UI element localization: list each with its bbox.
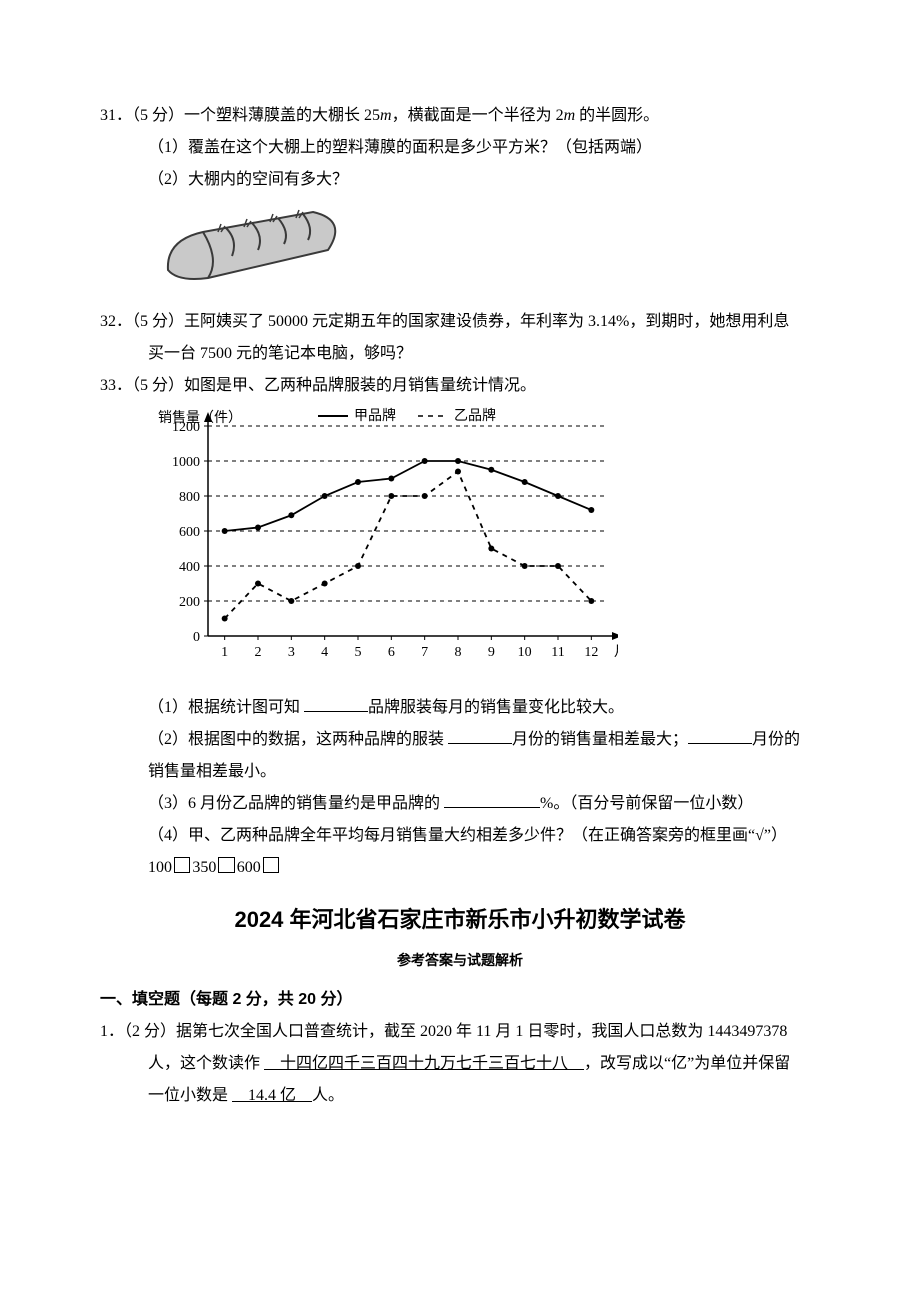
q33-s2a: （2）根据图中的数据，这两种品牌的服装 (148, 731, 448, 748)
svg-text:800: 800 (179, 490, 200, 505)
greenhouse-svg (148, 200, 348, 290)
q32-line2: 买一台 7500 元的笔记本电脑，够吗？ (100, 338, 820, 370)
svg-text:6: 6 (388, 645, 395, 660)
svg-text:1000: 1000 (172, 455, 200, 470)
unit-m: m (564, 107, 576, 124)
checkbox-350[interactable] (218, 857, 234, 873)
svg-text:1: 1 (221, 645, 228, 660)
q31-text-c: 的半圆形。 (575, 107, 659, 124)
blank-percent (444, 791, 540, 808)
svg-text:4: 4 (321, 645, 328, 660)
q33-s3a: （3）6 月份乙品牌的销售量约是甲品牌的 (148, 795, 444, 812)
svg-text:12: 12 (584, 645, 598, 660)
svg-text:1200: 1200 (172, 420, 200, 435)
svg-text:9: 9 (488, 645, 495, 660)
q33-s1: （1）根据统计图可知 品牌服装每月的销售量变化比较大。 (100, 692, 820, 724)
svg-text:11: 11 (551, 645, 564, 660)
blank-month-min (688, 727, 752, 744)
q1-l1: 1．（2 分）据第七次全国人口普查统计，截至 2020 年 11 月 1 日零时… (100, 1016, 820, 1048)
q31-line1: 31．（5 分）一个塑料薄膜盖的大棚长 25m，横截面是一个半径为 2m 的半圆… (100, 100, 820, 132)
svg-text:0: 0 (193, 630, 200, 645)
q33-s3b: %。（百分号前保留一位小数） (540, 795, 753, 812)
svg-text:销售量（件）: 销售量（件） (158, 410, 242, 426)
svg-text:7: 7 (421, 645, 428, 660)
q33-s3: （3）6 月份乙品牌的销售量约是甲品牌的 %。（百分号前保留一位小数） (100, 788, 820, 820)
line-chart-svg: 销售量（件）甲品牌乙品牌0200400600800100012001234567… (148, 406, 618, 676)
q33-s2-l1: （2）根据图中的数据，这两种品牌的服装 月份的销售量相差最大； 月份的 (100, 724, 820, 756)
checkbox-600[interactable] (263, 857, 279, 873)
q33-s4a: （4）甲、乙两种品牌全年平均每月销售量大约相差多少件？（在正确答案旁的框里画“√… (100, 820, 820, 852)
q1-ans2: 14.4 亿 (232, 1087, 312, 1104)
svg-text:2: 2 (255, 645, 262, 660)
svg-text:400: 400 (179, 560, 200, 575)
q31-text-a: 31．（5 分）一个塑料薄膜盖的大棚长 25 (100, 107, 380, 124)
q33-s1b: 品牌服装每月的销售量变化比较大。 (368, 699, 624, 716)
q1-l2a: 人，这个数读作 (148, 1055, 264, 1072)
checkbox-100[interactable] (174, 857, 190, 873)
svg-text:8: 8 (455, 645, 462, 660)
opt-350: 350 (192, 859, 216, 876)
section1-header: 一、填空题（每题 2 分，共 20 分） (100, 984, 820, 1016)
svg-text:5: 5 (355, 645, 362, 660)
q31-sub1: （1）覆盖在这个大棚上的塑料薄膜的面积是多少平方米？（包括两端） (100, 132, 820, 164)
unit-m: m (380, 107, 392, 124)
paper-title: 2024 年河北省石家庄市新乐市小升初数学试卷 (100, 898, 820, 942)
blank-month-max (448, 727, 512, 744)
q33-s2b: 月份的销售量相差最大； (512, 731, 688, 748)
q32-line1: 32．（5 分）王阿姨买了 50000 元定期五年的国家建设债券，年利率为 3.… (100, 306, 820, 338)
q1-l3b: 人。 (312, 1087, 344, 1104)
svg-text:乙品牌: 乙品牌 (454, 407, 496, 424)
q1-ans1: 十四亿四千三百四十九万七千三百七十八 (264, 1055, 584, 1072)
q1-l3a: 一位小数是 (148, 1087, 232, 1104)
q33-s1a: （1）根据统计图可知 (148, 699, 304, 716)
opt-600: 600 (237, 859, 261, 876)
q1-l3: 一位小数是 14.4 亿 人。 (100, 1080, 820, 1112)
q33-s2-l2: 销售量相差最小。 (100, 756, 820, 788)
document-page: 31．（5 分）一个塑料薄膜盖的大棚长 25m，横截面是一个半径为 2m 的半圆… (0, 0, 920, 1302)
q33-s2c: 月份的 (752, 731, 800, 748)
q33-chart: 销售量（件）甲品牌乙品牌0200400600800100012001234567… (148, 406, 820, 688)
svg-text:10: 10 (518, 645, 532, 660)
greenhouse-figure (148, 200, 820, 302)
svg-text:200: 200 (179, 595, 200, 610)
q33-head: 33．（5 分）如图是甲、乙两种品牌服装的月销售量统计情况。 (100, 370, 820, 402)
svg-text:3: 3 (288, 645, 295, 660)
blank-brand (304, 695, 368, 712)
opt-100: 100 (148, 859, 172, 876)
paper-subtitle: 参考答案与试题解析 (100, 946, 820, 974)
q1-l2: 人，这个数读作 十四亿四千三百四十九万七千三百七十八 ，改写成以“亿”为单位并保… (100, 1048, 820, 1080)
svg-text:月份: 月份 (614, 644, 618, 660)
q31-sub2: （2）大棚内的空间有多大？ (100, 164, 820, 196)
q31-text-b: ，横截面是一个半径为 2 (392, 107, 564, 124)
svg-text:甲品牌: 甲品牌 (354, 407, 396, 424)
svg-text:600: 600 (179, 525, 200, 540)
q1-l2b: ，改写成以“亿”为单位并保留 (584, 1055, 790, 1072)
q33-s4b: 100 350 600 (100, 852, 820, 884)
